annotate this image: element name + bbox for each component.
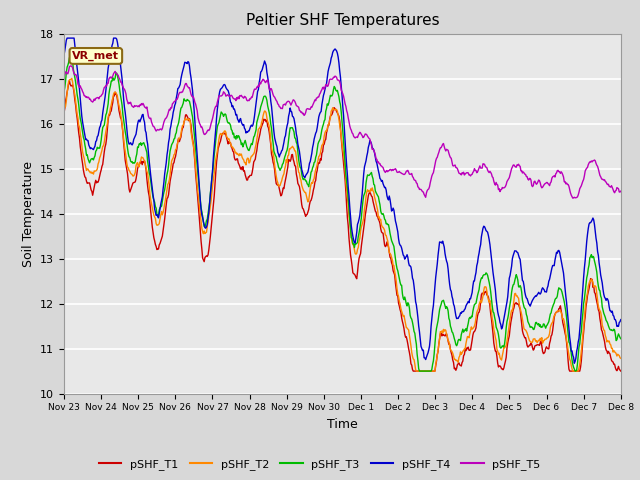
Line: pSHF_T5: pSHF_T5: [64, 66, 621, 198]
pSHF_T1: [60, 110, 68, 116]
pSHF_T5: [617, 188, 625, 194]
Y-axis label: Soil Temperature: Soil Temperature: [22, 161, 35, 266]
pSHF_T4: [617, 317, 625, 323]
pSHF_T4: [128, 142, 136, 148]
pSHF_T1: [410, 368, 417, 374]
pSHF_T5: [67, 63, 75, 69]
pSHF_T5: [185, 85, 193, 91]
pSHF_T4: [214, 100, 222, 106]
pSHF_T3: [185, 98, 193, 104]
Line: pSHF_T1: pSHF_T1: [64, 81, 621, 371]
pSHF_T1: [214, 146, 222, 152]
Line: pSHF_T2: pSHF_T2: [64, 78, 621, 371]
pSHF_T2: [617, 355, 625, 361]
pSHF_T1: [128, 182, 136, 188]
pSHF_T2: [413, 368, 420, 374]
pSHF_T2: [214, 143, 222, 148]
pSHF_T1: [428, 368, 436, 374]
pSHF_T3: [428, 366, 436, 372]
Line: pSHF_T3: pSHF_T3: [64, 56, 621, 371]
pSHF_T3: [415, 368, 423, 374]
Line: pSHF_T4: pSHF_T4: [64, 38, 621, 363]
Legend: pSHF_T1, pSHF_T2, pSHF_T3, pSHF_T4, pSHF_T5: pSHF_T1, pSHF_T2, pSHF_T3, pSHF_T4, pSHF…: [95, 455, 545, 474]
pSHF_T2: [411, 361, 419, 367]
pSHF_T2: [68, 75, 76, 81]
pSHF_T1: [71, 97, 79, 103]
pSHF_T3: [71, 74, 79, 80]
Text: VR_met: VR_met: [72, 51, 119, 61]
pSHF_T5: [569, 195, 577, 201]
pSHF_T3: [128, 159, 136, 165]
Title: Peltier SHF Temperatures: Peltier SHF Temperatures: [246, 13, 439, 28]
pSHF_T5: [428, 177, 435, 182]
pSHF_T4: [71, 43, 79, 48]
pSHF_T2: [71, 92, 79, 97]
pSHF_T4: [411, 290, 419, 296]
pSHF_T5: [71, 72, 79, 78]
pSHF_T1: [412, 368, 419, 374]
pSHF_T3: [617, 336, 625, 342]
pSHF_T1: [617, 368, 625, 374]
pSHF_T3: [60, 89, 68, 95]
pSHF_T1: [185, 118, 193, 124]
pSHF_T2: [428, 368, 436, 374]
pSHF_T3: [67, 53, 75, 59]
pSHF_T3: [214, 121, 222, 127]
pSHF_T4: [428, 324, 435, 329]
pSHF_T2: [185, 116, 193, 121]
pSHF_T5: [411, 178, 419, 183]
X-axis label: Time: Time: [327, 418, 358, 431]
pSHF_T3: [411, 330, 419, 336]
pSHF_T4: [63, 35, 71, 41]
pSHF_T2: [60, 103, 68, 108]
pSHF_T2: [128, 172, 136, 178]
pSHF_T5: [60, 73, 68, 79]
pSHF_T5: [128, 103, 136, 109]
pSHF_T5: [214, 97, 222, 103]
pSHF_T4: [185, 60, 193, 65]
pSHF_T1: [65, 78, 73, 84]
pSHF_T4: [60, 52, 68, 58]
pSHF_T4: [570, 360, 578, 366]
